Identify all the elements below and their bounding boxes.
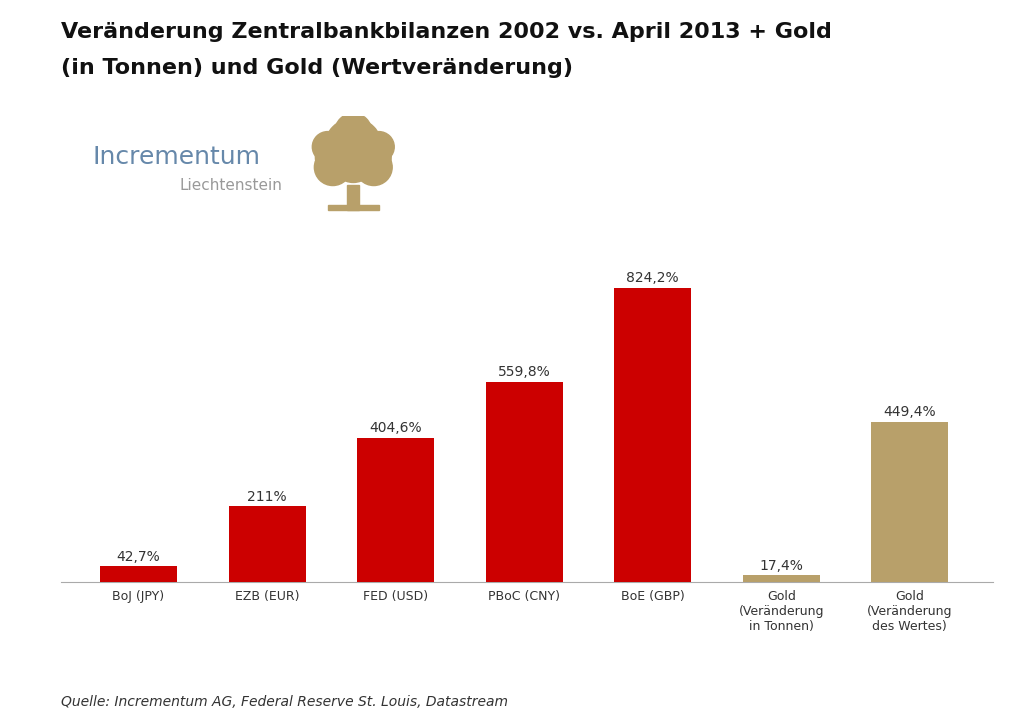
Text: Veränderung Zentralbankbilanzen 2002 vs. April 2013 + Gold: Veränderung Zentralbankbilanzen 2002 vs.…	[61, 22, 833, 42]
Circle shape	[314, 149, 351, 185]
Bar	[357, 438, 434, 582]
Text: (in Tonnen) und Gold (Wertveränderung): (in Tonnen) und Gold (Wertveränderung)	[61, 58, 573, 79]
Circle shape	[315, 134, 360, 180]
Text: 449,4%: 449,4%	[884, 405, 936, 419]
Bar	[871, 422, 948, 582]
Bar	[742, 575, 820, 582]
Circle shape	[312, 132, 343, 162]
Circle shape	[333, 142, 374, 182]
Circle shape	[355, 149, 392, 185]
Text: 42,7%: 42,7%	[117, 550, 161, 563]
Circle shape	[335, 113, 372, 150]
Text: 17,4%: 17,4%	[759, 558, 803, 573]
Text: Liechtenstein: Liechtenstein	[179, 178, 282, 193]
Text: Quelle: Incrementum AG, Federal Reserve St. Louis, Datastream: Quelle: Incrementum AG, Federal Reserve …	[61, 695, 509, 709]
Bar	[328, 205, 379, 210]
Text: 559,8%: 559,8%	[498, 366, 551, 379]
Text: Incrementum: Incrementum	[92, 145, 260, 169]
Text: 211%: 211%	[247, 489, 287, 504]
Bar	[100, 566, 177, 582]
Text: 824,2%: 824,2%	[627, 271, 679, 285]
Circle shape	[325, 119, 382, 175]
Bar	[228, 507, 305, 582]
Bar	[347, 185, 359, 210]
Circle shape	[364, 132, 394, 162]
Bar	[485, 382, 563, 582]
Text: 404,6%: 404,6%	[370, 421, 422, 435]
Bar	[614, 288, 691, 582]
Circle shape	[346, 134, 391, 180]
